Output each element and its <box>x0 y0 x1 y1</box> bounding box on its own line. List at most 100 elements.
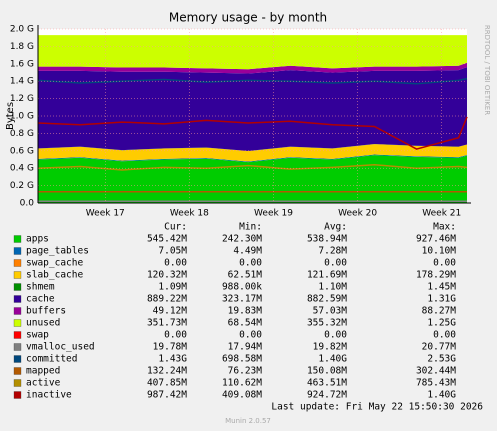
legend-stat: 302.44M <box>416 366 456 377</box>
legend-stat: 19.78M <box>153 342 188 353</box>
legend-stat: 110.62M <box>222 378 262 389</box>
y-tick-label: 0.4 G <box>10 164 34 174</box>
legend-stat: 57.03M <box>313 306 348 317</box>
legend-stat: 0.00 <box>239 330 262 341</box>
legend-label: swap_cache <box>26 258 83 269</box>
legend-stat: 1.45M <box>427 282 456 293</box>
legend-swatch <box>13 343 22 351</box>
y-tick-label: 1.8 G <box>10 42 34 52</box>
legend-stat: 0.00 <box>433 258 456 269</box>
legend-swatch <box>13 247 22 255</box>
legend-label: mapped <box>26 366 60 377</box>
legend-stat: 785.43M <box>416 378 456 389</box>
stacked-area <box>38 67 467 151</box>
y-tick-label: 1.6 G <box>10 59 34 69</box>
legend-swatch <box>13 355 22 363</box>
legend-stat: 545.42M <box>147 234 187 245</box>
stacked-area <box>38 35 467 70</box>
legend-label: committed <box>26 354 77 365</box>
legend-stat: 2.53G <box>427 354 456 365</box>
legend-stat: 132.24M <box>147 366 187 377</box>
legend-label: unused <box>26 318 60 329</box>
legend-stat: 178.29M <box>416 270 456 281</box>
legend-stat: 17.94M <box>228 342 263 353</box>
legend-swatch <box>13 271 22 279</box>
legend-stat: 0.00 <box>433 330 456 341</box>
legend-stat: 20.77M <box>422 342 457 353</box>
legend-stat: 407.85M <box>147 378 187 389</box>
legend-stat: 7.05M <box>158 246 187 257</box>
legend-stat: 355.32M <box>307 318 347 329</box>
legend-swatch <box>13 367 22 375</box>
legend-stat: 1.43G <box>158 354 187 365</box>
legend-stat: 49.12M <box>153 306 188 317</box>
series-line <box>37 163 468 171</box>
legend-label: inactive <box>26 390 72 401</box>
legend-stat: 19.82M <box>313 342 348 353</box>
x-tick-label: Week 17 <box>86 209 125 219</box>
legend-label: page_tables <box>26 246 89 257</box>
y-tick-label: 2.0 G <box>10 25 34 35</box>
legend-stat: 1.40G <box>427 390 456 401</box>
y-tick-label: 1.2 G <box>10 94 34 104</box>
legend-swatch <box>13 295 22 303</box>
legend-stat: 150.08M <box>307 366 347 377</box>
legend-stat: 698.58M <box>222 354 262 365</box>
side-note: RRDTOOL / TOBI OETIKER <box>483 25 491 115</box>
legend-stat: 0.00 <box>324 258 347 269</box>
legend-stat: 68.54M <box>228 318 263 329</box>
legend-stat: 1.25G <box>427 318 456 329</box>
legend-stat: 463.51M <box>307 378 347 389</box>
series-line <box>37 77 468 85</box>
legend-label: active <box>26 378 61 389</box>
legend-stat: 0.00 <box>164 258 187 269</box>
legend-stat: 1.31G <box>427 294 456 305</box>
y-tick-label: 1.4 G <box>10 77 34 87</box>
legend-swatch <box>13 379 22 387</box>
legend-stat: 538.94M <box>307 234 347 245</box>
y-axis-label: Bytes <box>5 102 16 130</box>
legend-label: vmalloc_used <box>26 342 95 353</box>
legend-label: apps <box>26 234 49 245</box>
stacked-area <box>38 144 467 162</box>
legend-header: Avg: <box>324 222 347 233</box>
last-update: Last update: Fri May 22 15:50:30 2026 <box>271 402 483 413</box>
stacked-area <box>38 62 467 74</box>
legend-stat: 0.00 <box>239 258 262 269</box>
legend-stat: 987.42M <box>147 390 187 401</box>
y-tick-label: 0.8 G <box>10 129 34 139</box>
legend-label: swap <box>26 330 49 341</box>
legend-swatch <box>13 331 22 339</box>
legend-stat: 0.00 <box>324 330 347 341</box>
footer: Munin 2.0.57 <box>225 417 271 425</box>
legend-stat: 988.00k <box>222 282 262 293</box>
y-tick-label: 0.0 <box>20 199 35 209</box>
legend-stat: 889.22M <box>147 294 187 305</box>
y-tick-label: 1.0 G <box>10 112 34 122</box>
x-tick-label: Week 18 <box>170 209 209 219</box>
plot <box>37 35 468 203</box>
legend-label: cache <box>26 294 55 305</box>
legend-header: Max: <box>433 222 456 233</box>
legend-stat: 1.10M <box>318 282 347 293</box>
legend-header: Cur: <box>164 222 187 233</box>
x-tick-label: Week 19 <box>254 209 293 219</box>
legend-swatch <box>13 235 22 243</box>
legend-stat: 927.46M <box>416 234 456 245</box>
legend-stat: 882.59M <box>307 294 347 305</box>
legend-stat: 88.27M <box>422 306 457 317</box>
legend-label: buffers <box>26 306 66 317</box>
legend-stat: 323.17M <box>222 294 262 305</box>
legend-stat: 924.72M <box>307 390 347 401</box>
series-line <box>37 116 468 150</box>
chart-title: Memory usage - by month <box>169 11 327 25</box>
legend-stat: 4.49M <box>233 246 262 257</box>
legend-stat: 0.00 <box>164 330 187 341</box>
legend-stat: 242.30M <box>222 234 262 245</box>
legend-stat: 76.23M <box>228 366 263 377</box>
legend-swatch <box>13 259 22 267</box>
legend-stat: 1.40G <box>318 354 347 365</box>
legend-label: shmem <box>26 282 55 293</box>
y-tick-label: 0.2 G <box>10 181 34 191</box>
